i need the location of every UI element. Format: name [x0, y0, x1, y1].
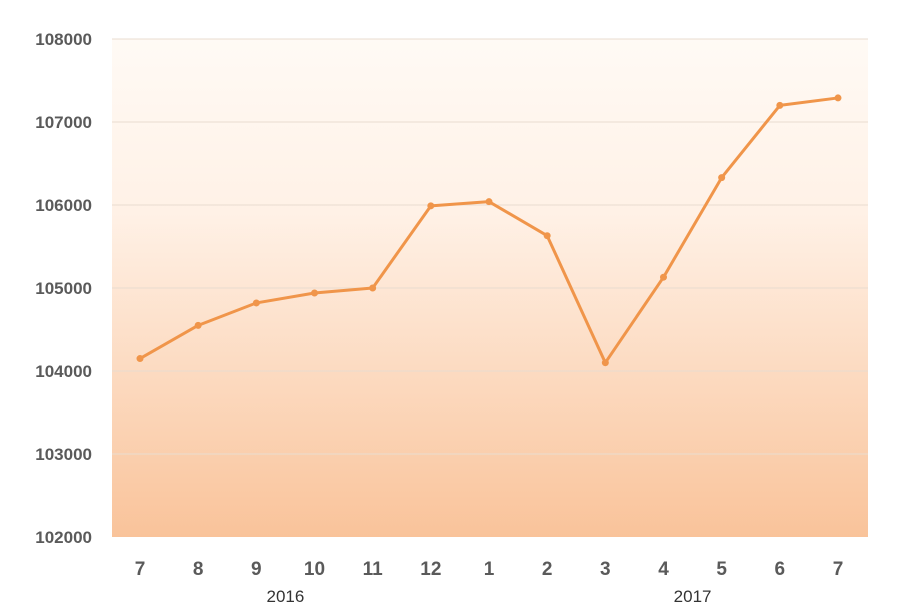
x-tick-label: 10 — [304, 559, 325, 580]
y-tick-label: 102000 — [35, 528, 92, 547]
data-point — [718, 174, 726, 182]
y-tick-label: 104000 — [35, 362, 92, 381]
series-group — [136, 94, 842, 367]
year-labels: 2016 2017 — [267, 587, 712, 606]
data-point — [311, 289, 318, 297]
x-tick-label: 12 — [420, 559, 441, 580]
y-tick-label: 103000 — [35, 445, 92, 464]
data-point — [776, 101, 784, 109]
year-label: 2016 — [267, 587, 305, 606]
y-tick-label: 107000 — [35, 113, 92, 132]
data-point — [834, 94, 842, 102]
data-point — [369, 284, 377, 292]
x-tick-label: 11 — [363, 559, 384, 580]
x-axis: 7 8 9 10 11 12 1 2 3 4 5 6 7 — [135, 559, 844, 580]
x-tick-label: 1 — [484, 559, 495, 580]
data-point — [660, 273, 667, 281]
data-point — [427, 202, 435, 210]
data-point — [601, 359, 609, 367]
data-point — [136, 355, 144, 363]
x-tick-label: 7 — [135, 559, 146, 580]
x-tick-label: 8 — [193, 559, 204, 580]
y-tick-label: 108000 — [35, 30, 92, 49]
x-tick-label: 2 — [542, 559, 553, 580]
x-tick-label: 6 — [775, 559, 786, 580]
data-point — [485, 198, 493, 206]
x-tick-label: 4 — [658, 559, 669, 580]
year-label: 2017 — [674, 587, 712, 606]
data-point — [252, 299, 260, 307]
x-tick-label: 7 — [833, 559, 844, 580]
x-tick-label: 3 — [600, 559, 611, 580]
y-tick-label: 105000 — [35, 279, 92, 298]
y-axis: 102000 103000 104000 105000 106000 107000 1080… — [35, 30, 92, 547]
x-tick-label: 5 — [716, 559, 727, 580]
data-point — [194, 321, 202, 329]
y-tick-label: 106000 — [35, 196, 92, 215]
data-point — [543, 232, 551, 240]
x-tick-label: 9 — [251, 559, 262, 580]
